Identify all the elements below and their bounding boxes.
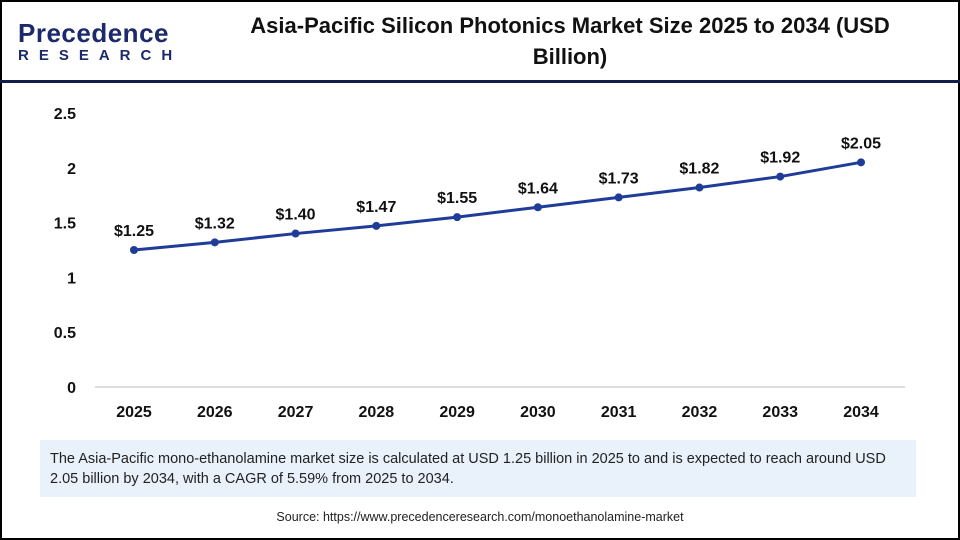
y-tick-label: 1 (67, 270, 76, 287)
data-point (453, 213, 462, 222)
data-label: $1.32 (195, 215, 235, 232)
x-tick-label: 2028 (359, 404, 395, 421)
y-tick-label: 2.5 (54, 106, 76, 123)
x-tick-label: 2026 (197, 404, 233, 421)
x-tick-label: 2031 (601, 404, 637, 421)
data-point (614, 193, 623, 202)
data-label: $1.82 (679, 161, 719, 178)
data-label: $1.40 (276, 207, 316, 224)
data-label: $1.92 (760, 150, 800, 167)
x-tick-label: 2034 (843, 404, 879, 421)
data-label: $1.64 (518, 180, 558, 197)
x-tick-label: 2033 (762, 404, 798, 421)
data-point (291, 229, 300, 238)
data-point (372, 221, 381, 230)
y-tick-label: 0 (67, 380, 76, 397)
data-label: $1.73 (599, 170, 639, 187)
y-tick-label: 1.5 (54, 216, 76, 233)
y-tick-label: 2 (67, 161, 76, 178)
series-line (133, 160, 862, 252)
header-divider (0, 80, 960, 83)
logo-line1: Precedence (18, 18, 169, 48)
x-tick-label: 2030 (520, 404, 556, 421)
data-point (695, 183, 704, 192)
data-point (857, 158, 865, 167)
precedence-research-logo: Precedence RESEARCH (18, 20, 182, 64)
data-point (776, 172, 785, 181)
data-point (533, 203, 542, 212)
logo-line2: RESEARCH (18, 47, 183, 64)
data-label: $1.25 (114, 223, 154, 240)
x-tick-label: 2032 (682, 404, 718, 421)
data-label: $1.55 (437, 190, 477, 207)
x-tick-label: 2025 (116, 404, 152, 421)
x-tick-label: 2027 (278, 404, 314, 421)
y-tick-label: 0.5 (54, 325, 76, 342)
data-label: $2.05 (841, 135, 881, 152)
data-label: $1.47 (356, 199, 396, 216)
data-point (210, 238, 219, 247)
x-tick-label: 2029 (439, 404, 475, 421)
chart-title: Asia-Pacific Silicon Photonics Market Si… (250, 13, 890, 69)
description-box: The Asia-Pacific mono-ethanolamine marke… (40, 440, 916, 497)
source-text: Source: https://www.precedenceresearch.c… (276, 510, 684, 524)
data-point (130, 246, 138, 254)
